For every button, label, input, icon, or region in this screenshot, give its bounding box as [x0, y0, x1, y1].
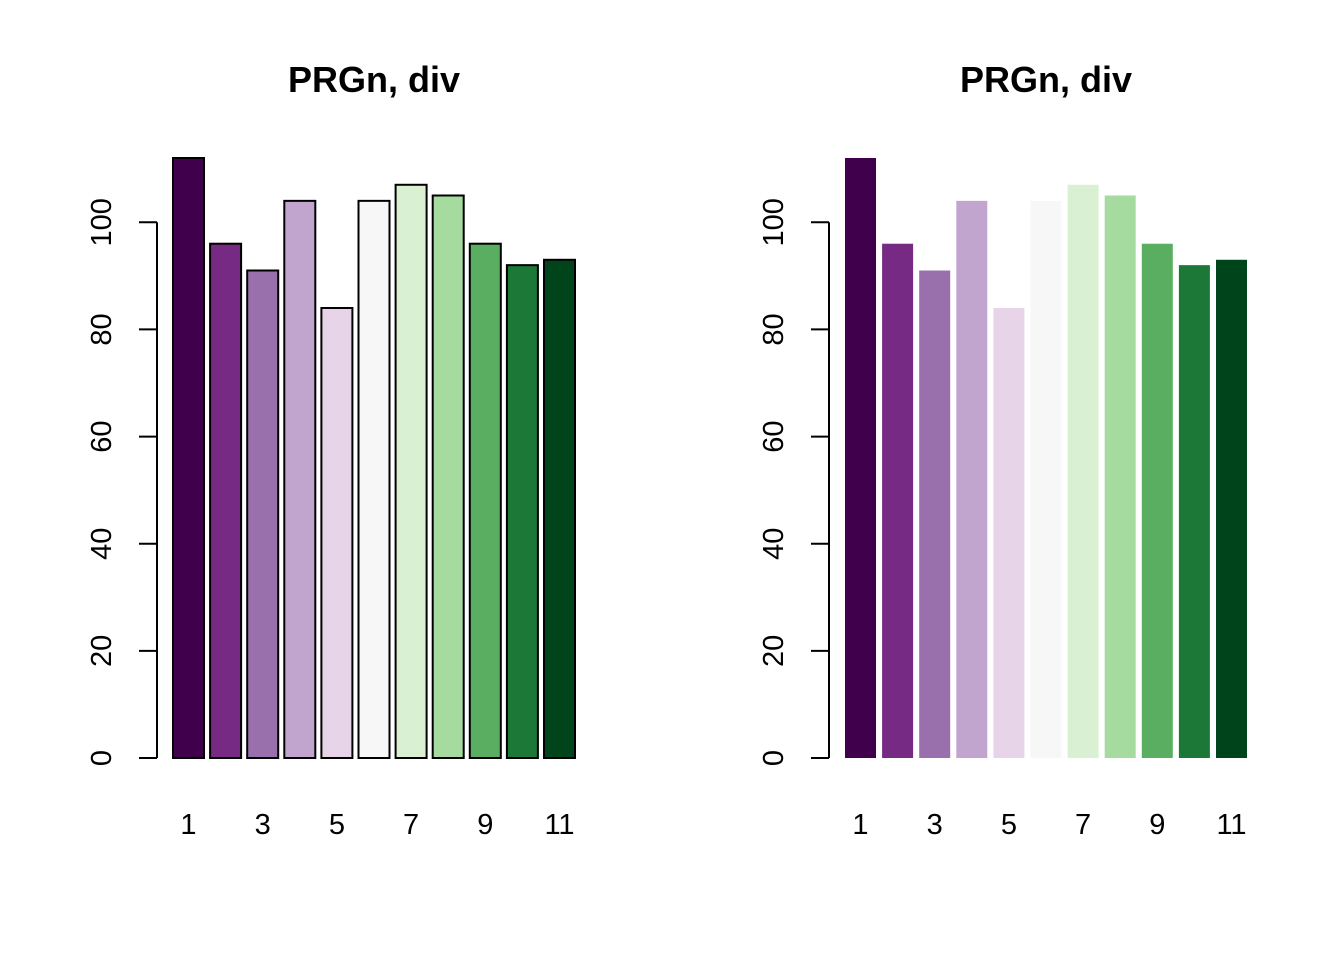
x-tick-label: 7 — [403, 809, 419, 841]
bar-4 — [956, 200, 988, 758]
bar-2 — [209, 242, 243, 759]
bar-series — [845, 158, 1247, 759]
y-axis: 0 20 40 60 80 100 — [86, 198, 158, 766]
bar-2 — [882, 243, 914, 758]
x-tick-label: 3 — [255, 809, 271, 841]
bar-10 — [1178, 265, 1210, 758]
bar-5 — [993, 308, 1025, 758]
y-tick-label: 0 — [758, 750, 790, 766]
bar-11 — [1216, 259, 1247, 758]
x-tick-label: 1 — [180, 809, 196, 841]
y-tick-label: 20 — [86, 635, 118, 667]
x-tick-label: 11 — [1216, 809, 1246, 841]
y-tick-label: 60 — [758, 420, 790, 452]
bar-3 — [919, 270, 951, 758]
bar-8 — [431, 194, 465, 759]
bar-6 — [357, 199, 391, 760]
y-tick-label: 80 — [86, 313, 118, 345]
y-tick-label: 40 — [86, 528, 118, 560]
x-tick-label: 1 — [852, 809, 868, 841]
chart-title: PRGn, div — [960, 59, 1132, 100]
bar-7 — [1067, 184, 1099, 759]
left-bar-chart: PRGn, div 0 20 40 60 80 100 1 3 5 7 9 11 — [86, 59, 576, 841]
x-tick-label: 9 — [477, 809, 493, 841]
x-tick-label: 7 — [1075, 809, 1091, 841]
bar-9 — [1141, 243, 1173, 758]
y-axis: 0 20 40 60 80 100 — [758, 198, 830, 766]
x-tick-label: 9 — [1149, 809, 1165, 841]
x-tick-label: 5 — [1001, 809, 1017, 841]
bar-9 — [468, 242, 502, 759]
bar-5 — [320, 307, 354, 759]
y-tick-label: 40 — [758, 528, 790, 560]
x-axis-labels: 1 3 5 7 9 11 — [180, 809, 574, 841]
bar-1 — [172, 157, 205, 759]
x-tick-label: 5 — [329, 809, 345, 841]
x-axis-labels: 1 3 5 7 9 11 — [852, 809, 1246, 841]
bar-8 — [1104, 195, 1136, 758]
x-tick-label: 3 — [927, 809, 943, 841]
bar-series — [172, 157, 576, 760]
bar-7 — [394, 183, 428, 760]
y-tick-label: 0 — [86, 750, 118, 766]
bar-1 — [845, 158, 876, 758]
right-bar-chart: PRGn, div 0 20 40 60 80 100 1 3 5 7 9 11 — [758, 59, 1247, 841]
x-tick-label: 11 — [544, 809, 574, 841]
bar-4 — [283, 199, 317, 760]
y-tick-label: 20 — [758, 635, 790, 667]
chart-title: PRGn, div — [288, 59, 460, 100]
bar-10 — [505, 264, 539, 759]
y-tick-label: 100 — [86, 198, 118, 246]
y-tick-label: 100 — [758, 198, 790, 246]
y-tick-label: 60 — [86, 420, 118, 452]
bar-3 — [246, 269, 280, 759]
y-tick-label: 80 — [758, 313, 790, 345]
bar-11 — [543, 258, 576, 759]
bar-6 — [1030, 200, 1062, 758]
